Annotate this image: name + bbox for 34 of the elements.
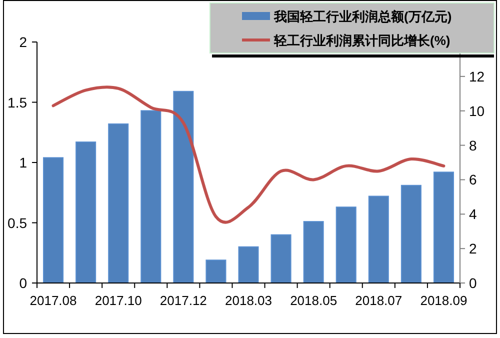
y2-tick-label: 8 <box>469 137 477 154</box>
y-tick-label: 1.5 <box>8 94 28 110</box>
bar <box>400 184 422 284</box>
bar <box>173 90 194 284</box>
bar <box>303 221 324 284</box>
x-tick-label: 2018.05 <box>290 293 338 308</box>
y-tick-label: 0 <box>19 275 28 291</box>
x-tick-label: 2017.10 <box>94 293 142 308</box>
y-tick-label: 1 <box>19 154 28 170</box>
y-tick-label: 2 <box>19 34 28 50</box>
y2-tick-label: 12 <box>469 68 485 84</box>
bar <box>43 157 64 284</box>
bar <box>76 142 96 284</box>
y2-tick-label: 10 <box>469 102 485 119</box>
bar <box>238 246 259 284</box>
x-tick-label: 2018.09 <box>420 293 468 308</box>
x-tick-label: 2017.12 <box>160 293 207 308</box>
legend-label: 我国轻工行业利润总额(万亿元) <box>273 9 452 24</box>
y2-tick-label: 6 <box>469 172 477 188</box>
bar <box>368 196 389 284</box>
x-tick-label: 2017.08 <box>30 293 77 308</box>
legend-label: 轻工行业利润累计同比增长(%) <box>273 33 450 48</box>
bar <box>433 172 454 284</box>
y2-tick-label: 0 <box>469 275 477 291</box>
y2-tick-label: 4 <box>469 206 477 222</box>
y2-tick-label: 2 <box>469 240 477 257</box>
bar <box>270 234 292 284</box>
bar <box>108 123 129 284</box>
y-tick-label: 0.5 <box>8 214 28 231</box>
x-tick-label: 2018.03 <box>225 293 272 308</box>
bar <box>140 110 162 284</box>
bar <box>336 206 356 284</box>
bar <box>206 260 226 284</box>
x-tick-label: 2018.07 <box>355 293 402 308</box>
